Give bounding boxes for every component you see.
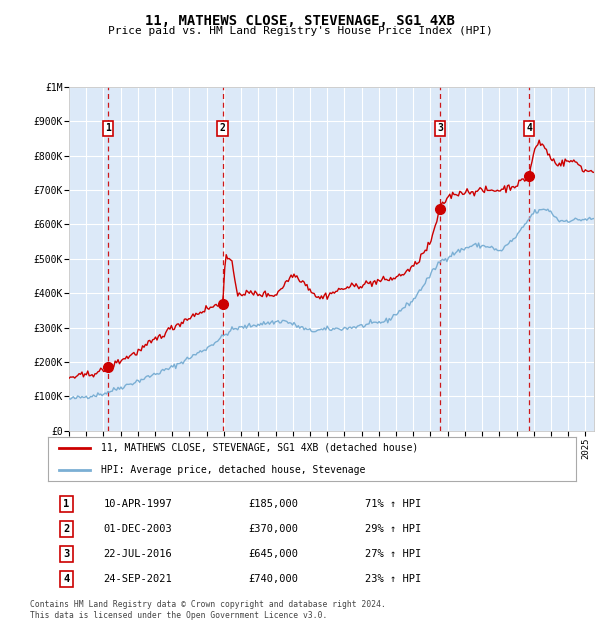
Text: 10-APR-1997: 10-APR-1997 [103, 499, 172, 509]
Text: 2: 2 [64, 524, 70, 534]
Text: £645,000: £645,000 [248, 549, 299, 559]
Text: Price paid vs. HM Land Registry's House Price Index (HPI): Price paid vs. HM Land Registry's House … [107, 26, 493, 36]
Text: 4: 4 [526, 123, 532, 133]
Text: 1: 1 [64, 499, 70, 509]
Text: 23% ↑ HPI: 23% ↑ HPI [365, 574, 421, 584]
Text: 22-JUL-2016: 22-JUL-2016 [103, 549, 172, 559]
Text: £185,000: £185,000 [248, 499, 299, 509]
Text: 01-DEC-2003: 01-DEC-2003 [103, 524, 172, 534]
Text: 3: 3 [437, 123, 443, 133]
Text: 11, MATHEWS CLOSE, STEVENAGE, SG1 4XB (detached house): 11, MATHEWS CLOSE, STEVENAGE, SG1 4XB (d… [101, 443, 418, 453]
Text: 3: 3 [64, 549, 70, 559]
Text: 27% ↑ HPI: 27% ↑ HPI [365, 549, 421, 559]
Text: 71% ↑ HPI: 71% ↑ HPI [365, 499, 421, 509]
Text: £740,000: £740,000 [248, 574, 299, 584]
Text: HPI: Average price, detached house, Stevenage: HPI: Average price, detached house, Stev… [101, 464, 365, 475]
Text: 4: 4 [64, 574, 70, 584]
Text: £370,000: £370,000 [248, 524, 299, 534]
Text: Contains HM Land Registry data © Crown copyright and database right 2024.
This d: Contains HM Land Registry data © Crown c… [30, 600, 386, 619]
Text: 24-SEP-2021: 24-SEP-2021 [103, 574, 172, 584]
Text: 1: 1 [105, 123, 111, 133]
Text: 2: 2 [220, 123, 226, 133]
Text: 29% ↑ HPI: 29% ↑ HPI [365, 524, 421, 534]
Text: 11, MATHEWS CLOSE, STEVENAGE, SG1 4XB: 11, MATHEWS CLOSE, STEVENAGE, SG1 4XB [145, 14, 455, 28]
